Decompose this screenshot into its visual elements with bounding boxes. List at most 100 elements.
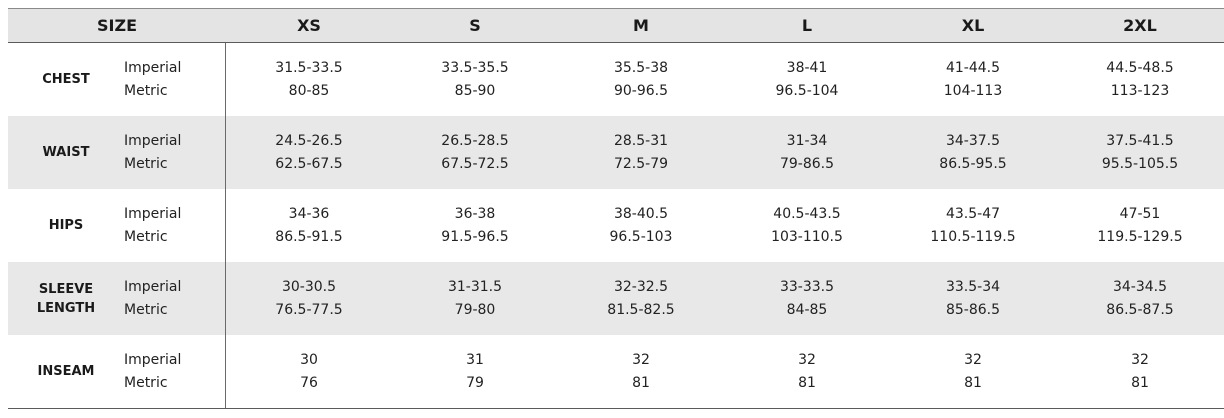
measurement-label: SLEEVE LENGTH xyxy=(8,280,124,318)
table-cell: 32 81 xyxy=(558,335,724,408)
row-label-block: INSEAM Imperial Metric xyxy=(8,335,226,408)
metric-value: 96.5-103 xyxy=(609,228,673,245)
imperial-value: 32 xyxy=(1131,351,1149,368)
table-cell: 41-44.5 104-113 xyxy=(890,43,1056,116)
table-cell: 37.5-41.5 95.5-105.5 xyxy=(1056,116,1224,189)
metric-value: 81 xyxy=(1131,374,1149,391)
table-cell: 38-41 96.5-104 xyxy=(724,43,890,116)
imperial-value: 26.5-28.5 xyxy=(441,132,509,149)
imperial-value: 33.5-34 xyxy=(945,278,1001,295)
metric-value: 95.5-105.5 xyxy=(1101,155,1179,172)
table-cell: 32 81 xyxy=(724,335,890,408)
imperial-label: Imperial xyxy=(124,59,182,76)
metric-value: 85-86.5 xyxy=(945,301,1001,318)
table-cell: 32 81 xyxy=(890,335,1056,408)
table-cell: 31.5-33.5 80-85 xyxy=(226,43,392,116)
metric-label: Metric xyxy=(124,155,168,172)
metric-label: Metric xyxy=(124,82,168,99)
imperial-value: 43.5-47 xyxy=(945,205,1001,222)
measurement-label: WAIST xyxy=(42,145,90,160)
metric-value: 76 xyxy=(300,374,318,391)
metric-value: 103-110.5 xyxy=(771,228,843,245)
metric-value: 86.5-87.5 xyxy=(1106,301,1174,318)
metric-value: 86.5-91.5 xyxy=(275,228,343,245)
measurement-label: CHEST xyxy=(42,72,90,87)
table-row-waist: WAIST Imperial Metric 24.5-26.5 62.5-67.5… xyxy=(8,116,1224,189)
imperial-value: 28.5-31 xyxy=(613,132,669,149)
table-cell: 33-33.5 84-85 xyxy=(724,262,890,335)
imperial-value: 35.5-38 xyxy=(613,59,669,76)
imperial-value: 30 xyxy=(300,351,318,368)
size-header-s: S xyxy=(469,16,481,35)
metric-value: 86.5-95.5 xyxy=(939,155,1007,172)
table-row-chest: CHEST Imperial Metric 31.5-33.5 80-85 33.… xyxy=(8,43,1224,116)
metric-value: 72.5-79 xyxy=(613,155,669,172)
size-header-xl: XL xyxy=(961,16,985,35)
imperial-value: 24.5-26.5 xyxy=(275,132,343,149)
metric-label: Metric xyxy=(124,374,168,391)
table-cell: 47-51 119.5-129.5 xyxy=(1056,189,1224,262)
table-cell: 43.5-47 110.5-119.5 xyxy=(890,189,1056,262)
imperial-label: Imperial xyxy=(124,205,182,222)
measurement-label-line2: LENGTH xyxy=(36,300,96,316)
metric-value: 81 xyxy=(798,374,816,391)
imperial-value: 31.5-33.5 xyxy=(275,59,343,76)
table-cell: 33.5-35.5 85-90 xyxy=(392,43,558,116)
table-cell: 32 81 xyxy=(1056,335,1224,408)
table-cell: 35.5-38 90-96.5 xyxy=(558,43,724,116)
unit-labels: Imperial Metric xyxy=(124,130,181,176)
unit-labels: Imperial Metric xyxy=(124,349,181,395)
imperial-value: 31 xyxy=(466,351,484,368)
table-cell: 38-40.5 96.5-103 xyxy=(558,189,724,262)
metric-value: 79 xyxy=(466,374,484,391)
metric-value: 119.5-129.5 xyxy=(1097,228,1183,245)
metric-label: Metric xyxy=(124,228,168,245)
imperial-value: 37.5-41.5 xyxy=(1106,132,1174,149)
measurement-label-line1: SLEEVE xyxy=(38,281,94,297)
imperial-value: 40.5-43.5 xyxy=(773,205,841,222)
unit-labels: Imperial Metric xyxy=(124,57,181,103)
table-cell: 26.5-28.5 67.5-72.5 xyxy=(392,116,558,189)
imperial-value: 32 xyxy=(798,351,816,368)
metric-value: 104-113 xyxy=(943,82,1003,99)
metric-value: 67.5-72.5 xyxy=(441,155,509,172)
size-header-xs: XS xyxy=(297,16,321,35)
table-cell: 33.5-34 85-86.5 xyxy=(890,262,1056,335)
imperial-value: 38-41 xyxy=(786,59,828,76)
imperial-label: Imperial xyxy=(124,278,182,295)
metric-value: 85-90 xyxy=(454,82,496,99)
imperial-value: 32 xyxy=(632,351,650,368)
table-row-hips: HIPS Imperial Metric 34-36 86.5-91.5 36-3… xyxy=(8,189,1224,262)
metric-value: 81 xyxy=(632,374,650,391)
unit-labels: Imperial Metric xyxy=(124,276,181,322)
metric-value: 110.5-119.5 xyxy=(930,228,1016,245)
imperial-value: 31-31.5 xyxy=(447,278,503,295)
row-label-block: HIPS Imperial Metric xyxy=(8,189,226,262)
metric-value: 113-123 xyxy=(1110,82,1170,99)
size-header-row: SIZE XS S M L XL 2XL xyxy=(8,9,1224,43)
metric-value: 84-85 xyxy=(786,301,828,318)
table-row-inseam: INSEAM Imperial Metric 30 76 31 79 32 81 32… xyxy=(8,335,1224,408)
imperial-value: 34-37.5 xyxy=(945,132,1001,149)
imperial-value: 44.5-48.5 xyxy=(1106,59,1174,76)
table-cell: 32-32.5 81.5-82.5 xyxy=(558,262,724,335)
metric-value: 90-96.5 xyxy=(613,82,669,99)
size-column-header: SIZE xyxy=(96,16,137,35)
row-label-block: SLEEVE LENGTH Imperial Metric xyxy=(8,262,226,335)
table-cell: 30 76 xyxy=(226,335,392,408)
unit-labels: Imperial Metric xyxy=(124,203,181,249)
size-header-l: L xyxy=(801,16,813,35)
measurement-label: INSEAM xyxy=(37,364,95,379)
size-header-m: M xyxy=(633,16,649,35)
imperial-value: 34-34.5 xyxy=(1112,278,1168,295)
metric-value: 80-85 xyxy=(288,82,330,99)
metric-value: 79-80 xyxy=(454,301,496,318)
metric-value: 81.5-82.5 xyxy=(607,301,675,318)
imperial-value: 31-34 xyxy=(786,132,828,149)
imperial-value: 33-33.5 xyxy=(779,278,835,295)
table-cell: 28.5-31 72.5-79 xyxy=(558,116,724,189)
table-cell: 31-31.5 79-80 xyxy=(392,262,558,335)
metric-value: 76.5-77.5 xyxy=(275,301,343,318)
table-cell: 36-38 91.5-96.5 xyxy=(392,189,558,262)
imperial-value: 34-36 xyxy=(288,205,330,222)
